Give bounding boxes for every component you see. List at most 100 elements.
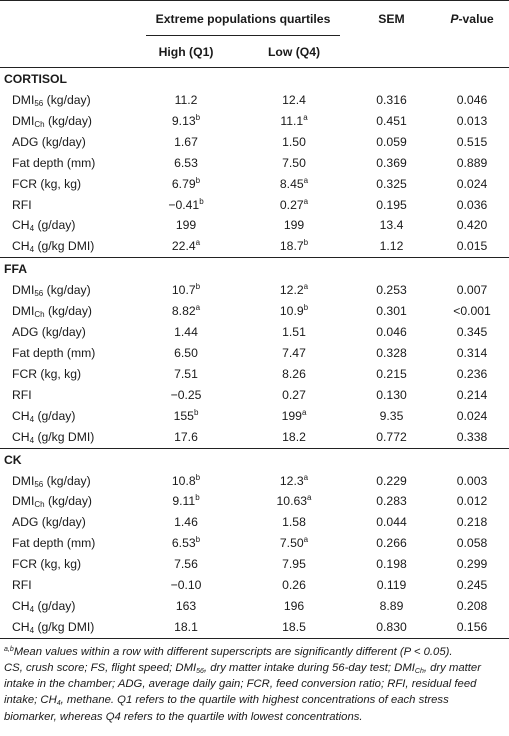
p-value: 0.515: [456, 134, 488, 149]
p-value: 0.007: [456, 283, 488, 298]
p-value: 0.156: [435, 616, 509, 639]
low-value: 0.26: [282, 578, 306, 593]
p-value: 0.024: [456, 176, 488, 191]
row-label: ADG (kg/day): [12, 325, 86, 340]
low-value: 12.3a: [279, 472, 309, 488]
high-value: 7.51: [174, 366, 198, 381]
p-value: 0.345: [456, 325, 488, 340]
p-value: 0.299: [456, 557, 488, 572]
sem-value: 1.12: [379, 239, 404, 254]
low-value: 199a: [281, 407, 307, 423]
table-row: RFI −0.10 0.26 0.119 0.245: [0, 575, 509, 596]
sem-value: 8.89: [379, 598, 404, 613]
low-value: 18.2: [282, 429, 306, 444]
row-label: Fat depth (mm): [12, 345, 96, 360]
row-label: DMICh (kg/day): [12, 113, 92, 129]
low-value: 8.45a: [279, 175, 309, 191]
low-value: 7.50: [282, 155, 306, 170]
sem-value: 0.215: [376, 366, 407, 381]
sem-value: 0.369: [376, 155, 407, 170]
p-value: 0.015: [456, 239, 488, 254]
sem-value: 13.4: [379, 218, 404, 233]
row-label: CH4 (g/kg DMI): [12, 429, 95, 445]
table-row: DMI56 (kg/day) 10.8b 12.3a 0.229 0.003: [0, 471, 509, 492]
p-value: 0.012: [456, 494, 488, 509]
table-row: CH4 (g/kg DMI) 22.4a 18.7b 1.12 0.015: [0, 236, 509, 257]
high-value: 10.7b: [171, 282, 201, 298]
group-title: FFA: [0, 257, 509, 281]
sem-value: 0.772: [376, 429, 407, 444]
high-value: 18.1: [132, 616, 240, 639]
sem-value: 0.328: [376, 345, 407, 360]
row-label: DMICh (kg/day): [12, 494, 92, 510]
high-value: 9.11b: [172, 493, 200, 509]
high-value: 9.13b: [171, 112, 201, 128]
table-row: DMI56 (kg/day) 11.2 12.4 0.316 0.046: [0, 90, 509, 111]
low-value: 7.95: [282, 557, 306, 572]
header-row-1: Extreme populations quartiles SEM P-valu…: [0, 0, 509, 37]
high-value: −0.41b: [168, 196, 204, 212]
results-table: Extreme populations quartiles SEM P-valu…: [0, 0, 509, 639]
row-label: ADG (kg/day): [12, 134, 86, 149]
row-label: RFI: [12, 387, 32, 402]
low-value: 18.7b: [279, 238, 309, 254]
row-label: ADG (kg/day): [12, 515, 86, 530]
p-value: <0.001: [453, 304, 491, 319]
table-row: Fat depth (mm) 6.53b 7.50a 0.266 0.058: [0, 533, 509, 554]
row-label: CH4 (g/day): [12, 598, 76, 614]
group-row: CORTISOL: [0, 67, 509, 90]
p-value: 0.420: [456, 218, 488, 233]
high-value: 6.50: [174, 345, 198, 360]
p-value: 0.058: [456, 536, 488, 551]
sem-value: 0.830: [348, 616, 436, 639]
row-label: DMI56 (kg/day): [12, 93, 91, 108]
table-row: FCR (kg, kg) 6.79b 8.45a 0.325 0.024: [0, 174, 509, 195]
row-label: RFI: [12, 197, 32, 212]
table-footnote: a,bMean values within a row with differe…: [4, 645, 481, 723]
sem-value: 0.451: [376, 113, 407, 128]
sem-value: 0.266: [376, 536, 407, 551]
table-row: FCR (kg, kg) 7.51 8.26 0.215 0.236: [0, 364, 509, 385]
table-body: CORTISOL DMI56 (kg/day) 11.2 12.4 0.316 0.046…: [0, 67, 509, 639]
high-value: 8.82a: [171, 303, 201, 319]
row-label: FCR (kg, kg): [12, 366, 82, 381]
row-label: CH4 (g/day): [12, 218, 76, 234]
p-value: 0.245: [456, 578, 488, 593]
low-value: 11.1a: [280, 112, 308, 128]
low-value: 1.51: [282, 325, 306, 340]
row-label: Fat depth (mm): [12, 536, 96, 551]
table-row: DMICh (kg/day) 8.82a 10.9b 0.301 <0.001: [0, 301, 509, 322]
high-value: 155b: [173, 407, 199, 423]
group-row: FFA: [0, 257, 509, 281]
sem-value: 0.316: [376, 93, 407, 107]
header-quartiles: Extreme populations quartiles: [132, 0, 349, 37]
sem-value: 0.325: [376, 176, 407, 191]
low-value: 7.47: [282, 345, 306, 360]
high-value: −0.25: [170, 387, 202, 402]
table-row: RFI −0.25 0.27 0.130 0.214: [0, 385, 509, 406]
p-value: 0.218: [456, 515, 488, 530]
low-value: 8.26: [282, 366, 306, 381]
header-row-2: High (Q1) Low (Q4): [0, 37, 509, 68]
low-value: 199: [283, 218, 305, 233]
p-value: 0.236: [456, 366, 488, 381]
high-value: 1.67: [174, 134, 198, 149]
header-low: Low (Q4): [267, 45, 321, 59]
low-value: 12.2a: [279, 282, 309, 298]
row-label: DMI56 (kg/day): [12, 283, 91, 299]
table-row: DMICh (kg/day) 9.13b 11.1a 0.451 0.013: [0, 111, 509, 132]
p-value: 0.003: [456, 473, 488, 488]
p-value: 0.024: [456, 408, 488, 423]
sem-value: 0.044: [376, 515, 407, 530]
low-value: 0.27a: [279, 196, 309, 212]
high-value: 6.53: [174, 155, 198, 170]
header-high: High (Q1): [158, 45, 214, 59]
sem-value: 0.229: [376, 473, 407, 488]
table-row: FCR (kg, kg) 7.56 7.95 0.198 0.299: [0, 554, 509, 575]
high-value: 22.4a: [171, 238, 201, 254]
p-value: 0.208: [456, 598, 488, 613]
high-value: 7.56: [174, 557, 198, 572]
table-row: Fat depth (mm) 6.50 7.47 0.328 0.314: [0, 343, 509, 364]
low-value: 0.27: [282, 387, 306, 402]
